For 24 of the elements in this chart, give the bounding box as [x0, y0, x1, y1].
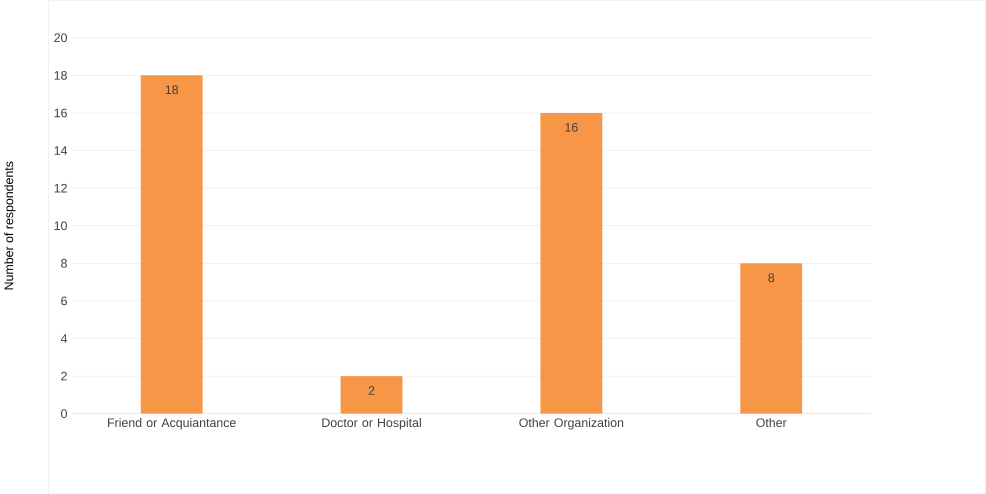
y-tick-label: 14 — [54, 146, 68, 155]
x-tick-label: Friend or Acquiantance — [108, 418, 236, 430]
data-label: 2 — [368, 386, 374, 395]
y-tick-label: 10 — [54, 221, 67, 230]
x-tick-label: Other Organization — [519, 418, 624, 430]
y-tick-label: 6 — [61, 296, 67, 306]
data-label: 8 — [768, 273, 774, 282]
bar — [340, 376, 402, 414]
x-tick-label: Doctor or Hospital — [322, 418, 421, 430]
y-tick-label: 4 — [60, 334, 68, 343]
y-axis-title: Number of respondents — [4, 161, 16, 290]
data-label: 16 — [565, 122, 578, 132]
y-tick-label: 20 — [54, 33, 67, 42]
data-label: 18 — [166, 85, 178, 94]
y-tick-label: 16 — [54, 108, 67, 118]
y-tick-label: 2 — [61, 372, 67, 380]
bar — [740, 263, 802, 414]
y-tick-label: 8 — [61, 258, 67, 268]
y-tick-label: 0 — [61, 409, 67, 418]
y-tick-label: 18 — [54, 70, 67, 80]
bar — [140, 75, 203, 414]
x-tick-label: Other — [756, 418, 786, 427]
bar — [540, 112, 602, 414]
y-tick-label: 12 — [54, 184, 67, 192]
